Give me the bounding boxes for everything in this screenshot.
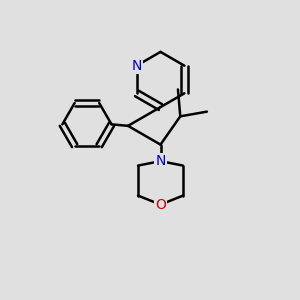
Text: N: N — [131, 59, 142, 73]
Text: O: O — [155, 198, 166, 212]
Text: N: N — [155, 154, 166, 168]
